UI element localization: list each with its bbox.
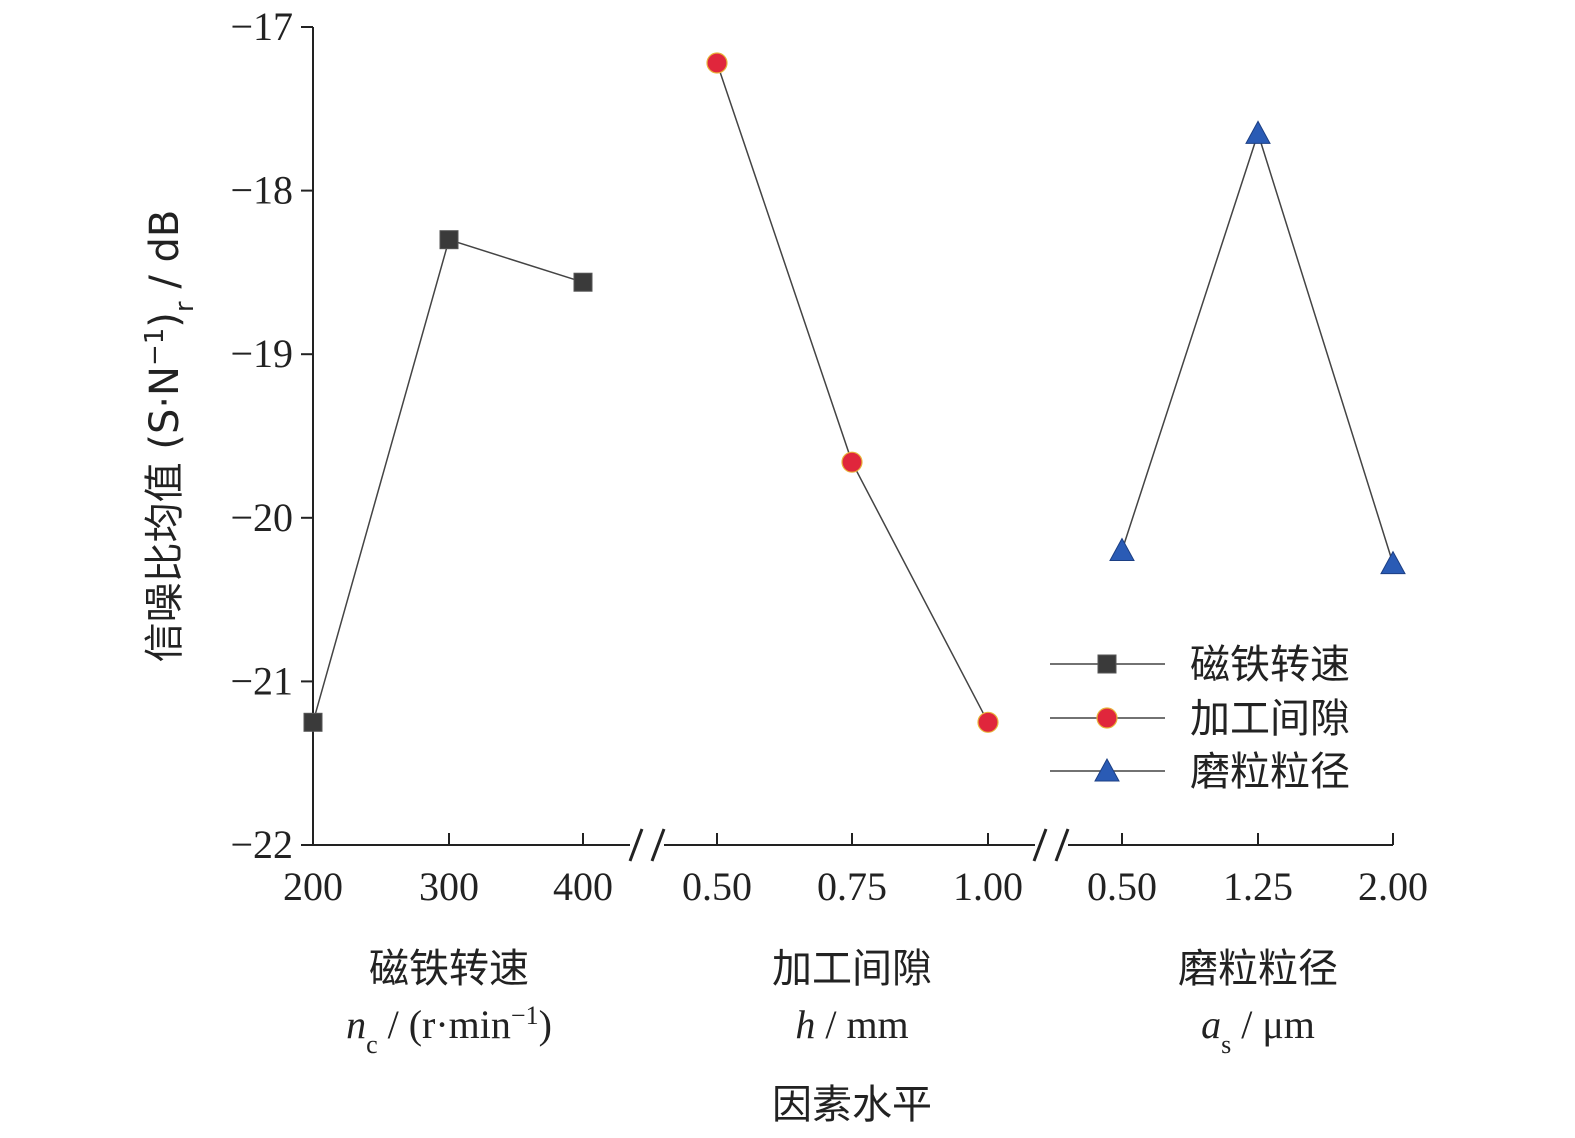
group-label: 磁铁转速 bbox=[369, 946, 529, 992]
legend-label: 加工间隙 bbox=[1190, 696, 1350, 742]
y-tick-label: −18 bbox=[230, 168, 293, 213]
data-point bbox=[977, 711, 999, 733]
group-unit: h / mm bbox=[795, 1002, 908, 1047]
x-tick-label: 200 bbox=[283, 864, 343, 909]
y-tick-label: −19 bbox=[230, 331, 293, 376]
y-axis-title: 信噪比均值 (S·N−1)r / dB bbox=[140, 210, 200, 663]
legend-marker bbox=[1094, 757, 1120, 782]
data-point bbox=[1109, 537, 1135, 562]
series-line-2 bbox=[716, 62, 989, 723]
series-line-1 bbox=[312, 238, 584, 723]
x-tick-label: 0.50 bbox=[682, 864, 752, 909]
x-tick-label: 400 bbox=[553, 864, 613, 909]
data-point bbox=[303, 712, 323, 732]
group-label: 磨粒粒径 bbox=[1178, 946, 1338, 992]
group-unit: as / μm bbox=[1201, 1002, 1315, 1059]
x-axis-title: 因素水平 bbox=[772, 1082, 932, 1128]
y-tick-label: −20 bbox=[230, 495, 293, 540]
y-tick-label: −21 bbox=[230, 658, 293, 703]
axis-break-mark-2 bbox=[1054, 828, 1070, 862]
data-point bbox=[573, 272, 593, 292]
y-tick-label: −17 bbox=[230, 4, 293, 49]
data-point bbox=[1380, 550, 1406, 575]
y-tick-label: −22 bbox=[230, 822, 293, 867]
x-tick-label: 300 bbox=[419, 864, 479, 909]
series-line-3 bbox=[1121, 130, 1394, 564]
legend-marker bbox=[1097, 654, 1117, 674]
axis-break-mark-1 bbox=[650, 828, 666, 862]
group-label: 加工间隙 bbox=[772, 946, 932, 992]
data-point bbox=[439, 230, 459, 250]
legend-marker bbox=[1096, 707, 1118, 729]
legend-label: 磨粒粒径 bbox=[1190, 749, 1350, 795]
legend-label: 磁铁转速 bbox=[1190, 642, 1350, 688]
data-point bbox=[706, 52, 728, 74]
x-tick-label: 2.00 bbox=[1358, 864, 1428, 909]
x-tick-label: 1.25 bbox=[1223, 864, 1293, 909]
data-point bbox=[841, 451, 863, 473]
axis-break-mark-2 bbox=[1032, 828, 1048, 862]
x-tick-label: 0.50 bbox=[1087, 864, 1157, 909]
axes: −22 −21 −20 −19 −18 −17 信噪比均值 (S·N−1)r / dB 200… bbox=[140, 4, 1428, 1128]
axis-break-mark-1 bbox=[628, 828, 644, 862]
data-point bbox=[1245, 120, 1271, 144]
x-tick-label: 0.75 bbox=[817, 864, 887, 909]
series bbox=[303, 52, 1406, 733]
group-unit: nc / (r·min−1) bbox=[346, 1001, 552, 1059]
x-tick-label: 1.00 bbox=[953, 864, 1023, 909]
